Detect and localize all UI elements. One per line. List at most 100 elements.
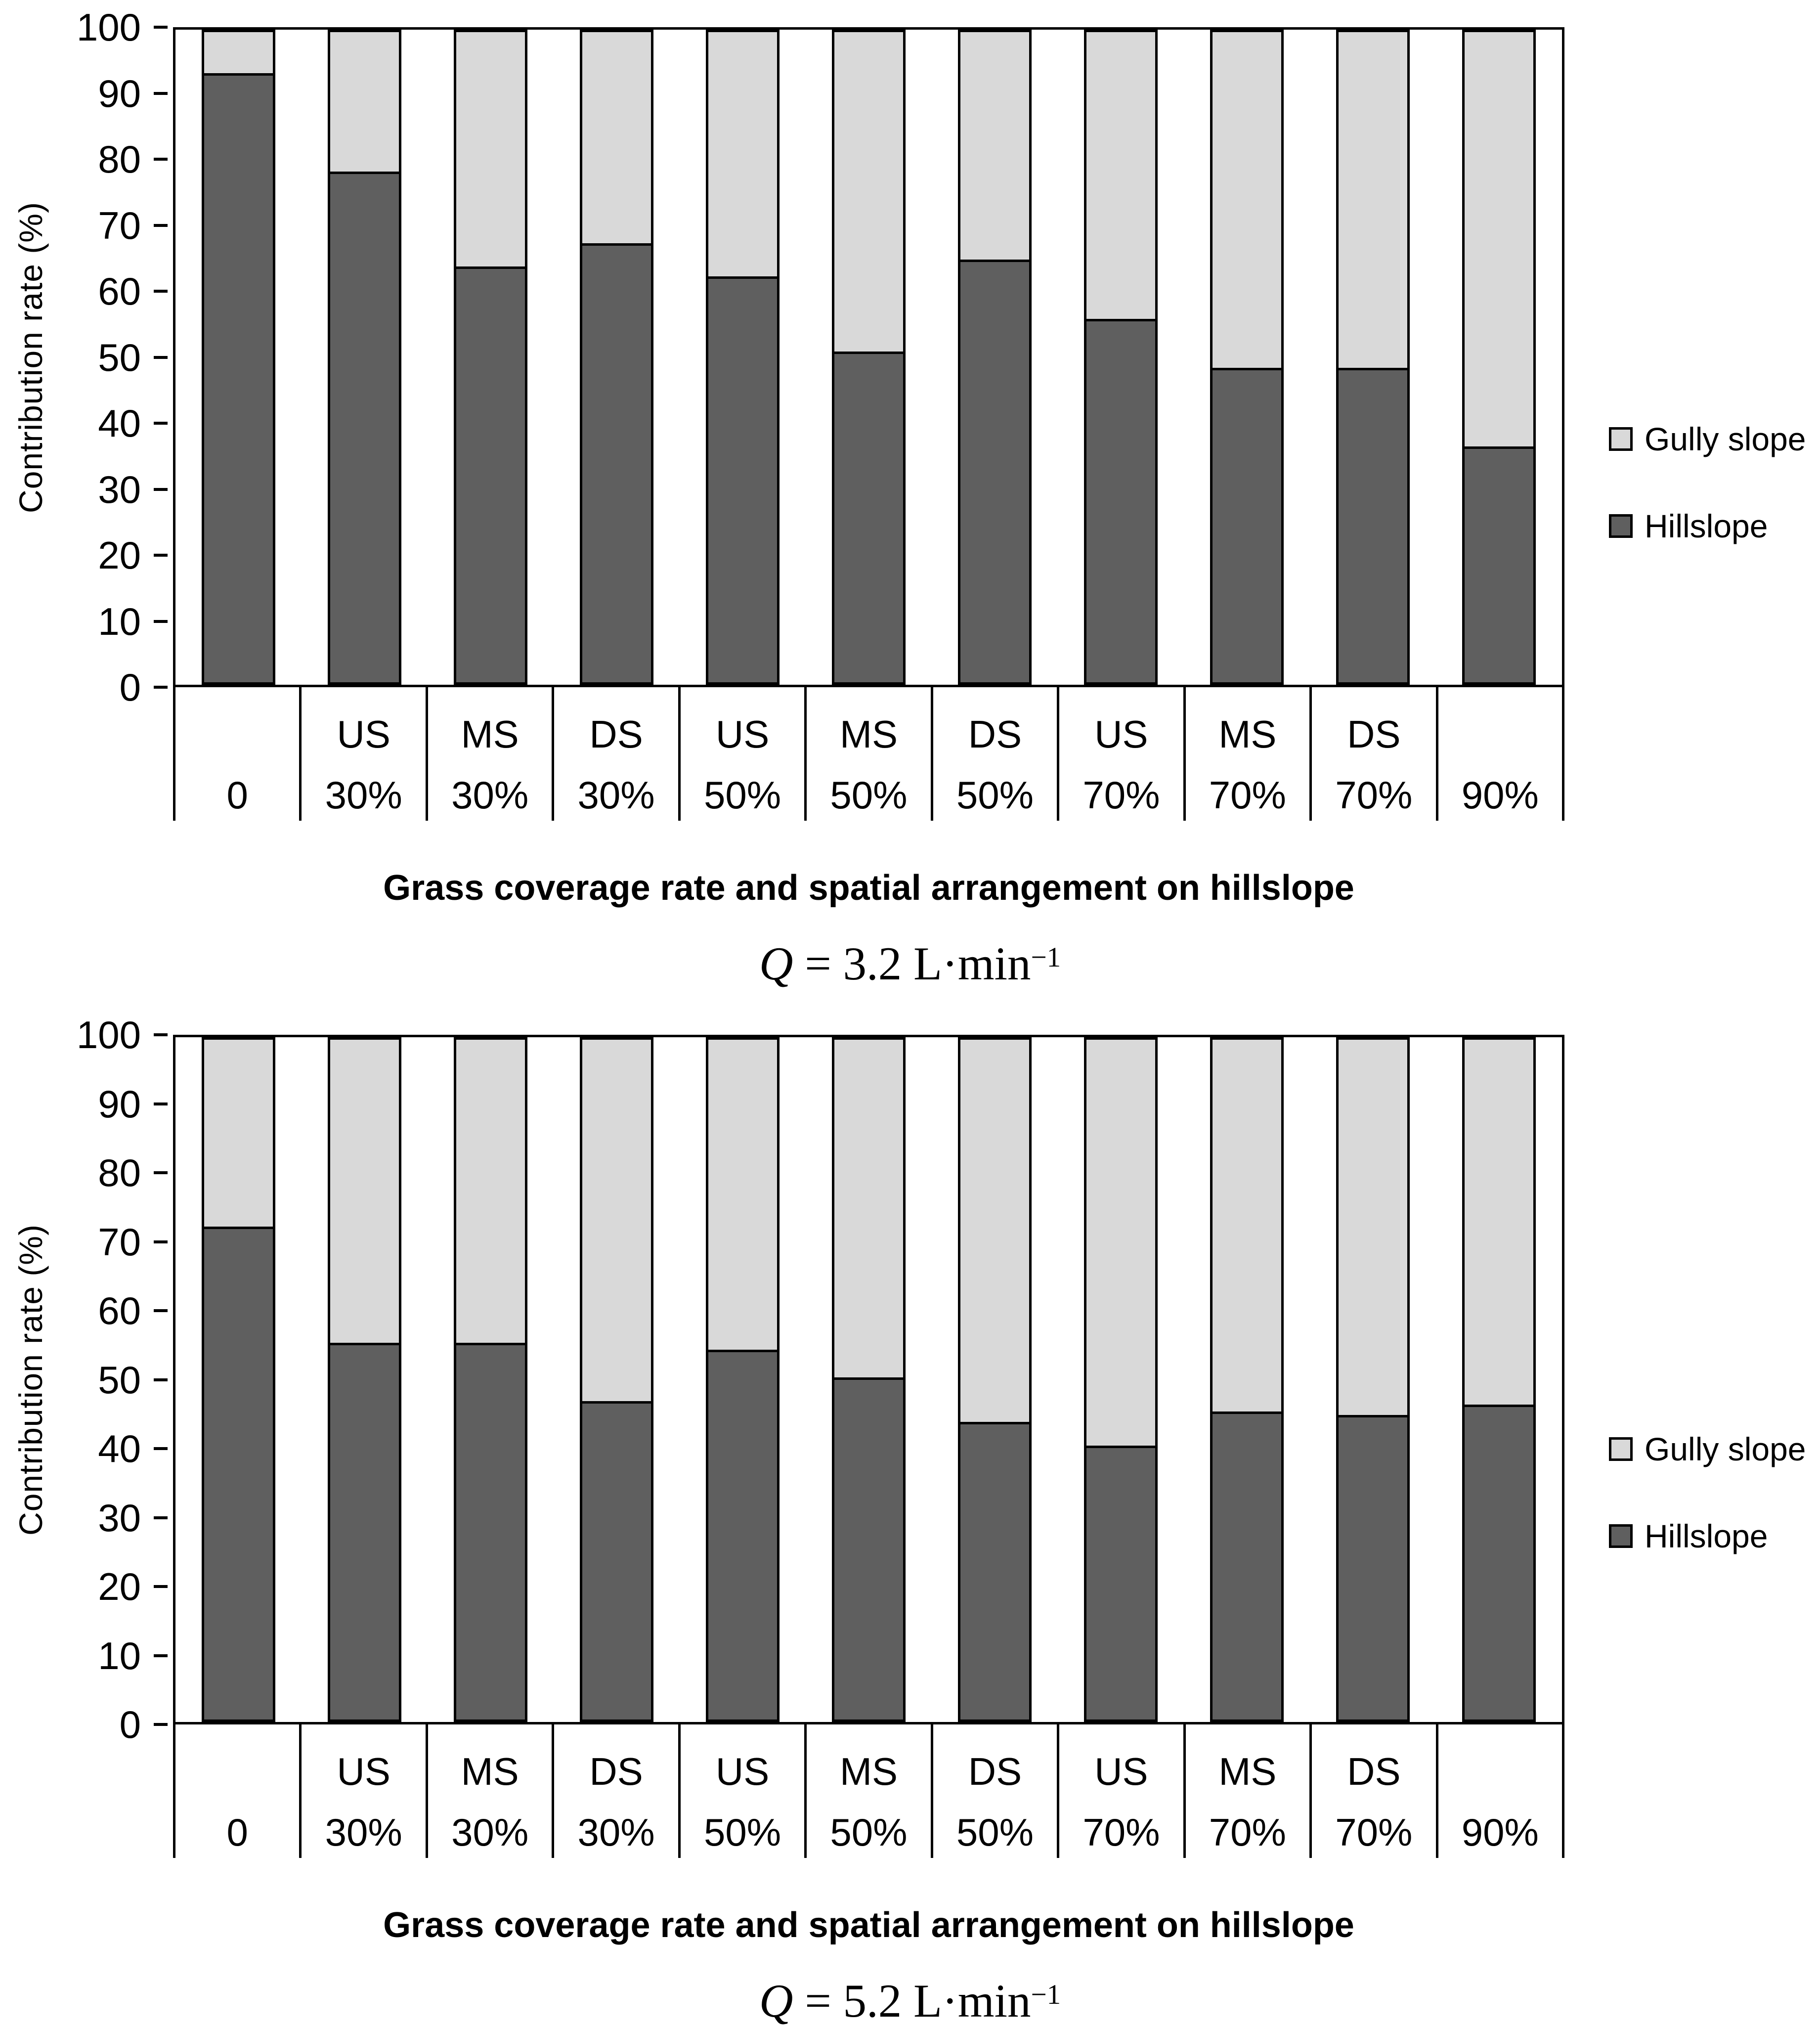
y-tick-mark — [154, 1171, 168, 1174]
y-tick-mark — [154, 158, 168, 161]
bar-70%-DS — [1336, 30, 1410, 685]
bar-segment-hillslope — [957, 1424, 1032, 1722]
x-axis-title: Grass coverage rate and spatial arrangem… — [383, 1905, 1354, 1945]
bar-segment-gully-slope — [831, 1037, 906, 1380]
y-tick-mark — [154, 290, 168, 293]
category-cell: DS 70% — [1309, 687, 1435, 821]
y-tick-mark — [154, 1654, 168, 1657]
legend-item-hillslope: Hillslope — [1609, 1517, 1806, 1555]
bar-70%-US — [1083, 30, 1158, 685]
chart-caption: Q = 5.2 L·min−1 — [0, 1973, 1820, 2029]
bar-segment-gully-slope — [831, 30, 906, 354]
y-tick-label: 70 — [98, 203, 141, 247]
chart-area-q3-2: Contribution rate (%) 0 10 20 30 40 50 60 70 80 9… — [0, 8, 1820, 706]
bar-70%-MS — [1210, 1037, 1284, 1722]
legend-item-gully-slope: Gully slope — [1609, 420, 1806, 458]
category-coverage-label: 30% — [577, 773, 655, 817]
bar-50%-DS — [957, 1037, 1032, 1722]
category-arrangement-label: US — [337, 1750, 390, 1793]
category-cell: US 30% — [299, 1724, 425, 1858]
y-tick-label: 40 — [98, 1427, 141, 1470]
caption-q-symbol: Q — [759, 1975, 793, 2027]
category-cell: 90% — [1435, 1724, 1564, 1858]
caption-body: = 5.2 L·min — [793, 1975, 1031, 2027]
legend: Gully slope Hillslope — [1609, 420, 1806, 545]
x-axis-category-table: 0 US 30% MS 30% DS 30% US 50% MS 50% DS 50% US 70% MS 70… — [173, 1724, 1564, 1858]
category-cell: DS 70% — [1309, 1724, 1435, 1858]
bar-segment-hillslope — [957, 262, 1032, 685]
y-tick-mark — [154, 223, 168, 227]
category-cell: MS 70% — [1183, 1724, 1309, 1858]
y-tick-mark — [154, 26, 168, 29]
category-arrangement-label: MS — [1218, 712, 1277, 756]
category-coverage-label: 50% — [956, 773, 1034, 817]
bar-segment-gully-slope — [201, 1037, 276, 1229]
bar-segment-gully-slope — [1336, 30, 1410, 370]
bar-segment-gully-slope — [1336, 1037, 1410, 1417]
bar-segment-gully-slope — [579, 30, 654, 246]
bar-segment-gully-slope — [705, 30, 780, 279]
category-arrangement-label: DS — [1347, 1750, 1401, 1793]
chart-area-q5-2: Contribution rate (%) 0 10 20 30 40 50 60 70 80 9… — [0, 1015, 1820, 1744]
category-coverage-label: 50% — [830, 1810, 908, 1854]
y-tick-label: 0 — [119, 665, 141, 709]
category-arrangement-label: DS — [589, 712, 643, 756]
y-tick-label: 30 — [98, 467, 141, 511]
category-coverage-label: 70% — [1209, 1810, 1286, 1854]
bar-segment-hillslope — [1462, 449, 1536, 685]
bar-segment-hillslope — [1336, 370, 1410, 685]
bar-segment-gully-slope — [1462, 30, 1536, 449]
category-cell: 0 — [173, 1724, 299, 1858]
category-cell: DS 30% — [552, 1724, 678, 1858]
bar-segment-hillslope — [1462, 1407, 1536, 1722]
bar-0 — [201, 1037, 276, 1722]
category-coverage-label: 30% — [577, 1810, 655, 1854]
category-cell: 0 — [173, 687, 299, 821]
category-cell: US 50% — [678, 1724, 804, 1858]
y-tick-mark — [154, 1102, 168, 1105]
category-cell: MS 50% — [804, 687, 930, 821]
legend-swatch-gully-slope — [1609, 1437, 1633, 1461]
bar-segment-gully-slope — [1462, 1037, 1536, 1407]
y-tick-label: 50 — [98, 1358, 141, 1402]
caption-body: = 3.2 L·min — [793, 937, 1031, 990]
category-coverage-label: 70% — [1335, 773, 1413, 817]
category-coverage-label: 50% — [703, 773, 781, 817]
y-axis: 0 10 20 30 40 50 60 70 80 90 100 — [0, 1015, 171, 1744]
y-tick-mark — [154, 1723, 168, 1726]
category-arrangement-label: MS — [461, 1750, 519, 1793]
category-coverage-label: 50% — [703, 1810, 781, 1854]
category-arrangement-label: MS — [839, 712, 898, 756]
y-tick-label: 80 — [98, 1151, 141, 1194]
category-arrangement-label: MS — [839, 1750, 898, 1793]
caption-exponent: −1 — [1031, 942, 1061, 973]
y-tick-label: 100 — [76, 1013, 141, 1057]
bar-segment-hillslope — [831, 1379, 906, 1722]
bar-segment-gully-slope — [201, 30, 276, 76]
y-tick-label: 30 — [98, 1496, 141, 1540]
caption-q-symbol: Q — [759, 937, 793, 990]
category-arrangement-label: DS — [1347, 712, 1401, 756]
y-tick-mark — [154, 91, 168, 95]
bar-30%-DS — [579, 1037, 654, 1722]
bar-segment-gully-slope — [579, 1037, 654, 1404]
x-axis-title: Grass coverage rate and spatial arrangem… — [383, 868, 1354, 908]
legend-item-hillslope: Hillslope — [1609, 507, 1806, 545]
y-tick-mark — [154, 1447, 168, 1450]
category-cell: MS 70% — [1183, 687, 1309, 821]
category-coverage-label: 0 — [226, 773, 248, 817]
bar-segment-hillslope — [579, 246, 654, 685]
bar-segment-hillslope — [705, 278, 780, 685]
category-cell: US 30% — [299, 687, 425, 821]
bar-segment-hillslope — [201, 1229, 276, 1722]
category-coverage-label: 90% — [1461, 773, 1539, 817]
y-tick-label: 20 — [98, 1565, 141, 1608]
category-cell: DS 50% — [930, 1724, 1057, 1858]
category-arrangement-label: US — [1094, 1750, 1148, 1793]
category-coverage-label: 0 — [226, 1810, 248, 1854]
category-arrangement-label: MS — [1218, 1750, 1277, 1793]
bar-0 — [201, 30, 276, 685]
y-tick-label: 90 — [98, 1082, 141, 1126]
category-arrangement-label: DS — [968, 1750, 1022, 1793]
y-tick-label: 10 — [98, 1633, 141, 1677]
